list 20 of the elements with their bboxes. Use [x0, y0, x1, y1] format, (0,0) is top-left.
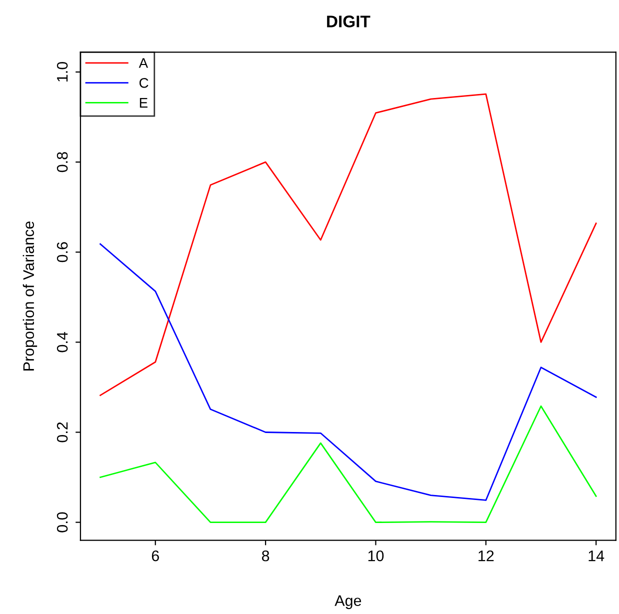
- y-tick-label: 0.8: [56, 152, 68, 172]
- x-tick-label: 8: [262, 550, 270, 562]
- x-tick-label: 10: [368, 550, 384, 562]
- y-tick-label: 0.2: [56, 422, 68, 442]
- line-series: [100, 243, 597, 501]
- legend-label: E: [140, 98, 148, 108]
- chart-title: DIGIT: [327, 16, 370, 28]
- legend-label: A: [138, 58, 148, 68]
- legend-label: C: [140, 78, 148, 88]
- x-tick-label: 6: [152, 550, 159, 562]
- x-tick-label: 14: [588, 550, 604, 562]
- line-series: [100, 93, 597, 396]
- y-tick-label: 0.6: [56, 242, 68, 262]
- y-tick-label: 0.0: [56, 512, 68, 532]
- y-axis-title: Proportion of Variance: [22, 221, 38, 370]
- y-tick-label: 1.0: [56, 62, 68, 82]
- y-tick-label: 0.4: [56, 332, 68, 352]
- x-tick-label: 12: [478, 550, 494, 562]
- x-axis-title: Age: [334, 595, 362, 610]
- line-series: [100, 405, 597, 524]
